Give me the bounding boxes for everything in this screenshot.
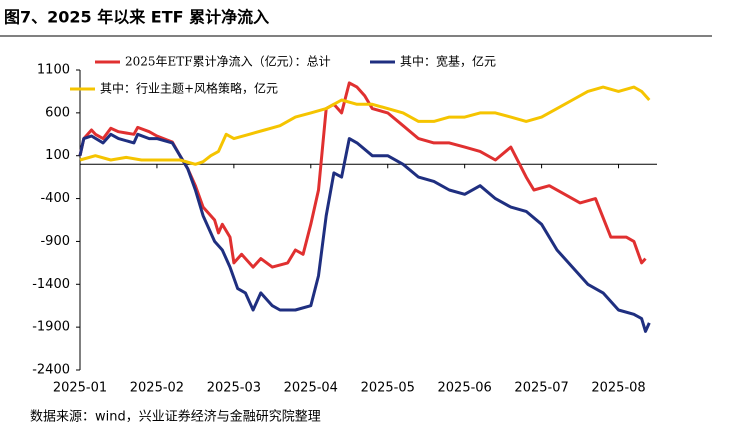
legend-label: 2025年ETF累计净流入（亿元）：总计 <box>125 54 331 69</box>
x-tick-label: 2025-03 <box>207 381 261 396</box>
y-tick-label: -900 <box>40 234 70 249</box>
series-line <box>79 85 651 166</box>
x-tick-label: 2025-06 <box>438 381 492 396</box>
series-line <box>78 132 651 333</box>
source-note: 数据来源：wind，兴业证券经济与金融研究院整理 <box>30 409 321 425</box>
y-tick-label: 1100 <box>37 63 70 78</box>
legend-label: 其中：行业主题+风格策略，亿元 <box>100 81 278 96</box>
x-tick-label: 2025-05 <box>361 381 415 396</box>
y-tick-label: -1400 <box>32 277 70 292</box>
chart-title: 图7、2025 年以来 ETF 累计净流入 <box>4 8 269 27</box>
y-tick-label: -1900 <box>32 320 70 335</box>
x-tick-label: 2025-01 <box>53 381 107 396</box>
x-tick-label: 2025-02 <box>130 381 184 396</box>
series-line <box>78 81 647 269</box>
y-tick-label: -2400 <box>32 363 70 378</box>
x-tick-label: 2025-08 <box>591 381 645 396</box>
y-tick-label: 600 <box>45 105 70 120</box>
y-tick-label: -400 <box>40 191 70 206</box>
y-tick-label: 100 <box>45 148 70 163</box>
legend-label: 其中：宽基，亿元 <box>400 54 496 69</box>
x-tick-label: 2025-07 <box>514 381 568 396</box>
x-tick-label: 2025-04 <box>284 381 338 396</box>
